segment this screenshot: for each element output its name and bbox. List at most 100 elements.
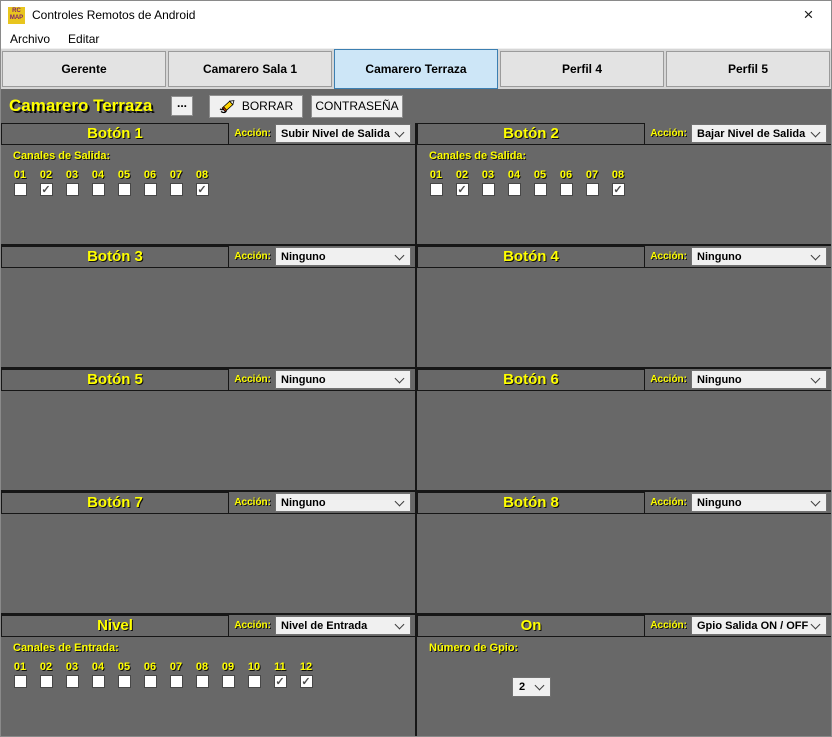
chevron-down-icon — [810, 373, 821, 383]
action-label: Acción: — [234, 128, 271, 139]
action-group: Acción: Nivel de Entrada — [234, 616, 411, 635]
action-select[interactable]: Ninguno — [275, 370, 411, 389]
channels-row: 01 02 03 04 05 06 07 08 — [429, 169, 831, 196]
tab-camarero-sala-1[interactable]: Camarero Sala 1 — [168, 51, 332, 87]
channel-checkbox-01[interactable] — [429, 183, 443, 196]
action-label: Acción: — [234, 497, 271, 508]
panel-title-box: Nivel — [1, 615, 229, 637]
rename-profile-button[interactable]: ... — [171, 96, 193, 116]
channels-label: Canales de Entrada: — [13, 642, 119, 654]
channel-checkbox-07[interactable] — [585, 183, 599, 196]
tab-gerente[interactable]: Gerente — [2, 51, 166, 87]
gpio-number-select[interactable]: 2 — [512, 677, 551, 697]
channel-checkbox-09[interactable] — [221, 675, 235, 688]
channel-item-06: 06 — [143, 169, 157, 196]
channel-checkbox-10[interactable] — [247, 675, 261, 688]
channel-label: 06 — [143, 169, 157, 181]
panel-nivel: Nivel Acción: Nivel de Entrada Canales d… — [1, 615, 415, 736]
channel-item-04: 04 — [507, 169, 521, 196]
eraser-pencil-icon — [219, 98, 237, 114]
channel-checkbox-08[interactable] — [195, 183, 209, 196]
channel-checkbox-05[interactable] — [117, 183, 131, 196]
channel-checkbox-04[interactable] — [91, 183, 105, 196]
panel-title: Botón 1 — [87, 125, 143, 142]
channel-item-04: 04 — [91, 661, 105, 688]
gpio-number-label: Número de Gpio: — [429, 642, 519, 654]
channel-checkbox-08[interactable] — [195, 675, 209, 688]
panel-bot-n-1: Botón 1 Acción: Subir Nivel de Salida Ca… — [1, 123, 415, 244]
channel-checkbox-02[interactable] — [39, 675, 53, 688]
channel-checkbox-03[interactable] — [481, 183, 495, 196]
panel-header: Botón 3 Acción: Ninguno — [1, 246, 415, 268]
action-label: Acción: — [650, 374, 687, 385]
channel-checkbox-03[interactable] — [65, 183, 79, 196]
panel-bot-n-6: Botón 6 Acción: Ninguno — [417, 369, 831, 490]
channel-checkbox-02[interactable] — [455, 183, 469, 196]
tab-perfil-4[interactable]: Perfil 4 — [500, 51, 664, 87]
panel-title: Botón 2 — [503, 125, 559, 142]
channel-label: 07 — [169, 661, 183, 673]
chevron-down-icon — [394, 250, 405, 260]
action-select-value: Ninguno — [697, 373, 742, 386]
channel-checkbox-04[interactable] — [91, 675, 105, 688]
menu-item-archivo[interactable]: Archivo — [10, 31, 51, 46]
action-select[interactable]: Nivel de Entrada — [275, 616, 411, 635]
channel-checkbox-11[interactable] — [273, 675, 287, 688]
tab-camarero-terraza[interactable]: Camarero Terraza — [334, 49, 498, 89]
title-bar: RC MAP Controles Remotos de Android × — [1, 1, 831, 29]
action-select-value: Ninguno — [281, 373, 326, 386]
channel-checkbox-06[interactable] — [143, 675, 157, 688]
channel-checkbox-06[interactable] — [143, 183, 157, 196]
panels-grid: Botón 1 Acción: Subir Nivel de Salida Ca… — [1, 123, 831, 736]
panel-body — [1, 514, 415, 519]
close-button[interactable]: × — [786, 1, 831, 29]
action-select[interactable]: Ninguno — [275, 247, 411, 266]
profile-toolbar: Camarero Terraza ... BORRAR CONTRASEÑA — [1, 89, 831, 123]
action-select-value: Gpio Salida ON / OFF — [697, 619, 809, 632]
delete-button[interactable]: BORRAR — [209, 94, 303, 118]
action-select[interactable]: Subir Nivel de Salida — [275, 124, 411, 143]
channel-label: 08 — [195, 661, 209, 673]
channel-item-07: 07 — [169, 169, 183, 196]
panel-bot-n-3: Botón 3 Acción: Ninguno — [1, 246, 415, 367]
channel-checkbox-12[interactable] — [299, 675, 313, 688]
action-select[interactable]: Ninguno — [275, 493, 411, 512]
channel-checkbox-03[interactable] — [65, 675, 79, 688]
panel-title: Botón 4 — [503, 248, 559, 265]
channel-checkbox-02[interactable] — [39, 183, 53, 196]
panel-on: On Acción: Gpio Salida ON / OFF Número d… — [417, 615, 831, 736]
panel-header: Botón 5 Acción: Ninguno — [1, 369, 415, 391]
action-select[interactable]: Gpio Salida ON / OFF — [691, 616, 827, 635]
channel-checkbox-06[interactable] — [559, 183, 573, 196]
password-button[interactable]: CONTRASEÑA — [311, 94, 403, 118]
channel-item-08: 08 — [195, 169, 209, 196]
action-group: Acción: Ninguno — [234, 370, 411, 389]
app-icon: RC MAP — [8, 6, 25, 24]
channel-checkbox-07[interactable] — [169, 675, 183, 688]
channel-checkbox-07[interactable] — [169, 183, 183, 196]
panel-header: Botón 4 Acción: Ninguno — [417, 246, 831, 268]
channel-checkbox-01[interactable] — [13, 183, 27, 196]
action-select[interactable]: Bajar Nivel de Salida — [691, 124, 827, 143]
panel-title-box: Botón 7 — [1, 492, 229, 514]
channel-label: 01 — [13, 661, 27, 673]
action-select[interactable]: Ninguno — [691, 247, 827, 266]
panel-body — [1, 391, 415, 396]
channel-label: 10 — [247, 661, 261, 673]
channel-checkbox-01[interactable] — [13, 675, 27, 688]
channels-row: 01 02 03 04 05 06 07 08 09 10 11 12 — [13, 661, 415, 688]
panel-body — [417, 391, 831, 396]
channel-checkbox-04[interactable] — [507, 183, 521, 196]
channel-label: 06 — [559, 169, 573, 181]
menu-item-editar[interactable]: Editar — [68, 31, 100, 46]
action-select[interactable]: Ninguno — [691, 370, 827, 389]
panel-body — [417, 514, 831, 519]
action-select[interactable]: Ninguno — [691, 493, 827, 512]
channel-checkbox-05[interactable] — [533, 183, 547, 196]
panel-bot-n-8: Botón 8 Acción: Ninguno — [417, 492, 831, 613]
tab-perfil-5[interactable]: Perfil 5 — [666, 51, 830, 87]
channel-checkbox-05[interactable] — [117, 675, 131, 688]
channel-checkbox-08[interactable] — [611, 183, 625, 196]
channel-item-07: 07 — [585, 169, 599, 196]
panel-bot-n-4: Botón 4 Acción: Ninguno — [417, 246, 831, 367]
